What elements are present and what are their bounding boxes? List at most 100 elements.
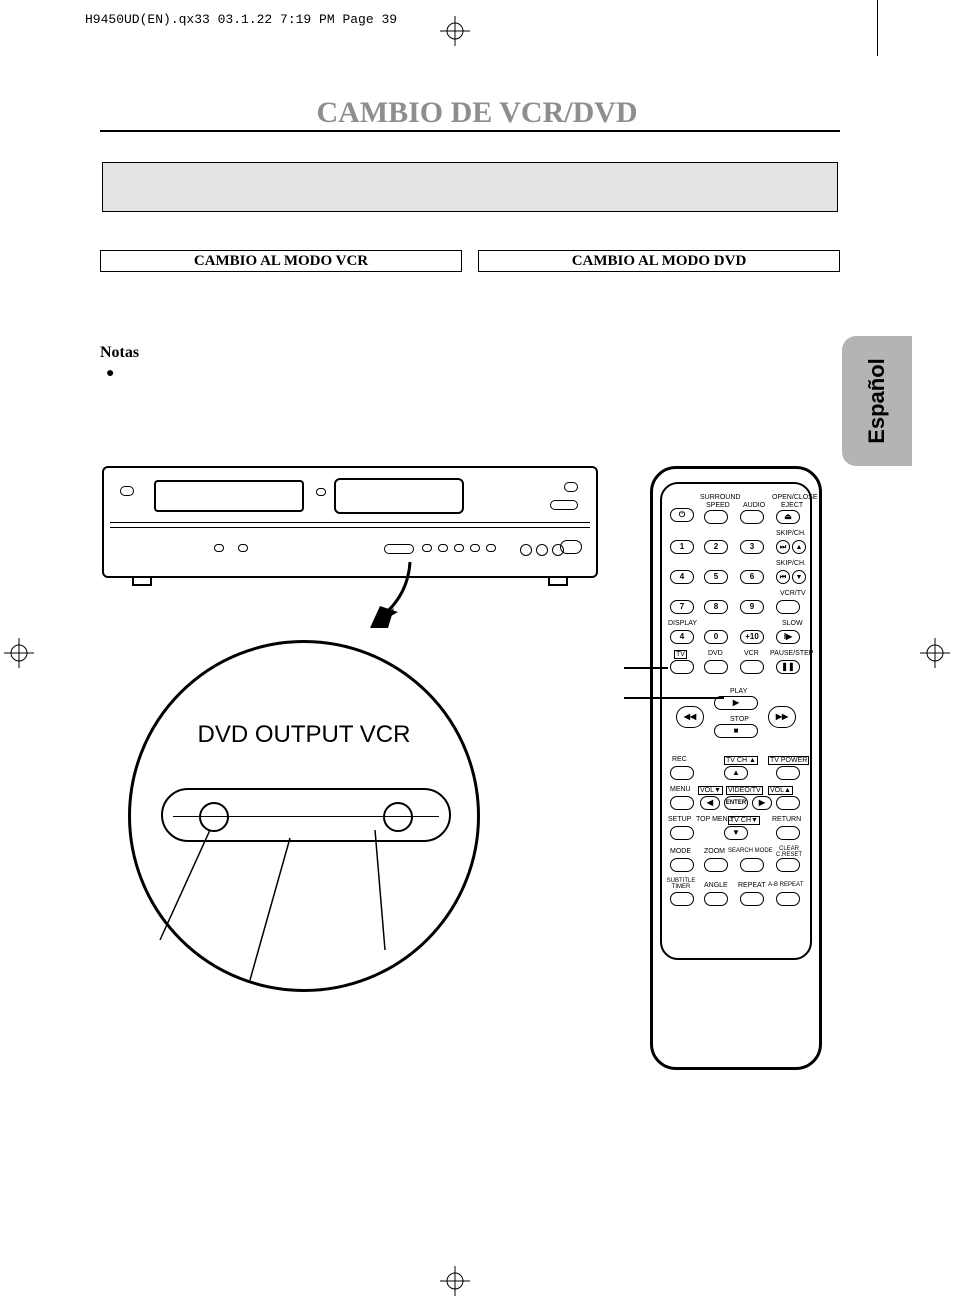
label-eject: EJECT <box>781 502 803 509</box>
vcr-button <box>384 544 414 554</box>
num-5: 5 <box>704 570 728 584</box>
crop-mark-icon <box>440 1266 470 1296</box>
crop-mark-icon <box>440 16 470 46</box>
ch-up-button: ▲ <box>792 540 806 554</box>
label-searchmode: SEARCH MODE <box>728 848 773 854</box>
vcr-button <box>564 482 578 492</box>
tv-button <box>670 660 694 674</box>
vcr-jack <box>520 544 532 556</box>
zoom-button <box>704 858 728 872</box>
notas-label: Notas <box>100 344 139 362</box>
label-setup: SETUP <box>668 816 691 823</box>
remote-control-diagram: SURROUND SPEED AUDIO OPEN/CLOSE EJECT ⏻ … <box>650 466 822 1070</box>
return-button <box>776 826 800 840</box>
num-8: 8 <box>704 600 728 614</box>
tvpower-button <box>776 766 800 780</box>
nav-left-button: ◀ <box>700 796 720 810</box>
crop-line <box>877 0 878 56</box>
skip-back-button: ⏮ <box>776 570 790 584</box>
pause-button: ❚❚ <box>776 660 800 674</box>
repeat-button <box>740 892 764 906</box>
angle-button <box>704 892 728 906</box>
ch-down-button: ▼ <box>792 570 806 584</box>
setup-button <box>670 826 694 840</box>
label-zoom: ZOOM <box>704 848 725 855</box>
dvd-button <box>704 660 728 674</box>
vcr-button-remote <box>740 660 764 674</box>
leader-line <box>624 697 724 699</box>
label-display: DISPLAY <box>668 620 697 627</box>
label-tvch-down: TV CH▼ <box>728 816 760 825</box>
num-plus10: +10 <box>740 630 764 644</box>
searchmode-button <box>740 858 764 872</box>
num-0: 0 <box>704 630 728 644</box>
num-7: 7 <box>670 600 694 614</box>
crop-mark-icon <box>920 638 950 668</box>
power-button: ⏻ <box>670 508 694 522</box>
label-surround: SURROUND <box>700 494 740 501</box>
enter-button: ENTER <box>724 796 748 810</box>
vcr-button <box>470 544 480 552</box>
vcr-button <box>238 544 248 552</box>
num-6: 6 <box>740 570 764 584</box>
label-tvch-up: TV CH ▲ <box>724 756 758 765</box>
label-volup: VOL▲ <box>768 786 793 795</box>
callout-arrow-icon <box>350 556 440 646</box>
mode-button <box>670 858 694 872</box>
label-slow: SLOW <box>782 620 803 627</box>
nav-down-button: ▼ <box>724 826 748 840</box>
eject-button: ⏏ <box>776 510 800 524</box>
vcr-display <box>334 478 464 514</box>
eject-icon: ⏏ <box>784 513 792 521</box>
volup-button <box>776 796 800 810</box>
magnifier-label: DVD OUTPUT VCR <box>131 721 477 749</box>
label-mode: MODE <box>670 848 691 855</box>
slow-button: I▶ <box>776 630 800 644</box>
vcrtv-button <box>776 600 800 614</box>
vcr-button <box>438 544 448 552</box>
menu-button <box>670 796 694 810</box>
subtitle-button <box>670 892 694 906</box>
vcr-button <box>550 500 578 510</box>
num-3: 3 <box>740 540 764 554</box>
rew-button: ◀◀ <box>676 706 704 728</box>
label-voldown: VOL▼ <box>698 786 723 795</box>
vcr-button <box>454 544 464 552</box>
label-abrepeat: A-B REPEAT <box>768 882 803 888</box>
abrepeat-button <box>776 892 800 906</box>
leader-lines <box>150 810 470 1010</box>
label-angle: ANGLE <box>704 882 728 889</box>
vcr-button <box>214 544 224 552</box>
vcr-button <box>422 544 432 552</box>
audio-button <box>740 510 764 524</box>
cassette-slot <box>154 480 304 512</box>
nav-right-button: ▶ <box>752 796 772 810</box>
label-subtitle: SUBTITLE TIMER <box>666 878 696 890</box>
label-return: RETURN <box>772 816 801 823</box>
skip-fwd-button: ⏭ <box>776 540 790 554</box>
display-button: 4 <box>670 630 694 644</box>
label-audio: AUDIO <box>743 502 765 509</box>
label-stop: STOP <box>730 716 749 723</box>
vcr-midline <box>110 522 590 528</box>
vcr-jack <box>536 544 548 556</box>
label-skipch: SKIP/CH. <box>776 530 806 537</box>
vcr-foot <box>548 578 568 586</box>
leader-line <box>624 667 668 669</box>
label-pausestep: PAUSE/STEP <box>770 650 813 657</box>
num-1: 1 <box>670 540 694 554</box>
vcr-button <box>120 486 134 496</box>
label-openclose: OPEN/CLOSE <box>772 494 818 501</box>
title-rule <box>100 130 840 132</box>
page-title: CAMBIO DE VCR/DVD <box>0 96 954 130</box>
ff-button: ▶▶ <box>768 706 796 728</box>
subheading-vcr: CAMBIO AL MODO VCR <box>100 250 462 272</box>
label-dvd: DVD <box>708 650 723 657</box>
num-4: 4 <box>670 570 694 584</box>
bullet: ● <box>106 366 114 382</box>
num-2: 2 <box>704 540 728 554</box>
label-play: PLAY <box>730 688 747 695</box>
vcr-foot <box>132 578 152 586</box>
label-videotv: VIDEO/TV <box>726 786 763 795</box>
num-9: 9 <box>740 600 764 614</box>
